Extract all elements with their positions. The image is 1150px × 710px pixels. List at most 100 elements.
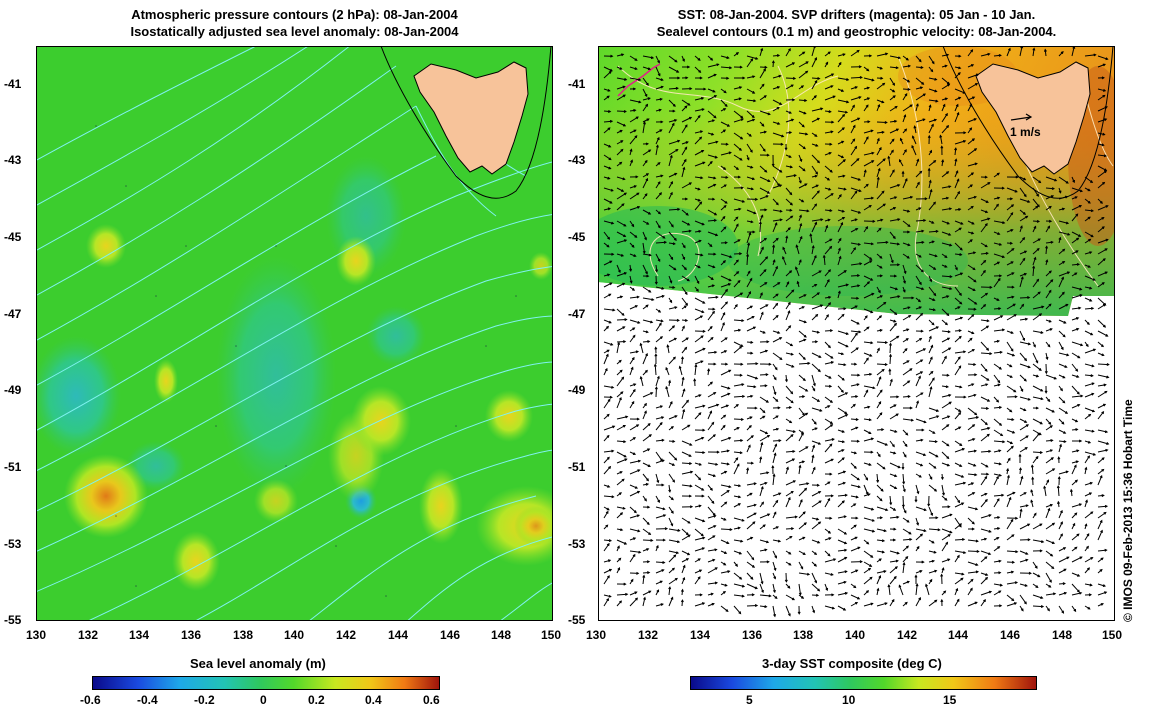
velocity-arrowhead — [703, 87, 707, 91]
velocity-arrowhead — [828, 269, 831, 273]
velocity-arrowhead — [702, 451, 706, 455]
velocity-arrow — [1006, 187, 1018, 193]
velocity-arrowhead — [698, 394, 702, 397]
velocity-arrowhead — [788, 325, 792, 329]
velocity-arrow — [993, 54, 1001, 57]
velocity-arrowhead — [844, 411, 848, 415]
velocity-arrow — [824, 443, 833, 453]
velocity-arrowhead — [694, 363, 698, 368]
velocity-arrow — [1084, 251, 1092, 255]
velocity-arrowhead — [882, 82, 886, 86]
velocity-arrowhead — [945, 53, 950, 57]
velocity-arrowhead — [829, 329, 834, 333]
velocity-arrow — [733, 118, 744, 123]
velocity-arrow — [967, 297, 977, 305]
velocity-arrow — [941, 451, 949, 459]
velocity-arrowhead — [985, 464, 989, 468]
velocity-arrow — [863, 197, 874, 200]
velocity-arrowhead — [957, 306, 961, 310]
velocity-arrowhead — [659, 192, 662, 196]
velocity-arrowhead — [816, 399, 821, 402]
velocity-arrowhead — [1080, 394, 1084, 398]
velocity-arrow — [1019, 374, 1027, 382]
velocity-arrowhead — [739, 373, 743, 377]
velocity-arrowhead — [829, 208, 833, 212]
velocity-arrow — [668, 173, 677, 178]
velocity-arrowhead — [972, 492, 976, 495]
velocity-arrow — [941, 356, 947, 365]
velocity-arrowhead — [867, 493, 871, 497]
velocity-arrowhead — [735, 563, 738, 567]
velocity-arrow — [655, 231, 665, 239]
velocity-arrowhead — [660, 120, 664, 124]
left-map-plot — [36, 46, 553, 621]
velocity-arrow — [772, 474, 775, 486]
velocity-arrowhead — [854, 536, 858, 540]
velocity-arrowhead — [771, 60, 775, 64]
velocity-arrowhead — [661, 438, 665, 442]
velocity-arrowhead — [754, 586, 758, 590]
velocity-arrow — [1084, 363, 1094, 367]
velocity-arrow — [824, 374, 832, 379]
velocity-arrowhead — [606, 542, 610, 547]
velocity-arrowhead — [870, 554, 874, 558]
velocity-arrowhead — [1009, 375, 1013, 378]
velocity-arrowhead — [1060, 521, 1063, 525]
lon-tick: 144 — [948, 628, 969, 642]
velocity-arrowhead — [1011, 598, 1015, 602]
velocity-arrowhead — [933, 293, 937, 297]
velocity-arrow — [967, 275, 977, 283]
velocity-arrowhead — [942, 103, 946, 107]
velocity-arrow — [694, 412, 702, 420]
velocity-arrowhead — [1047, 225, 1051, 229]
velocity-arrow — [720, 275, 732, 282]
velocity-arrow — [850, 117, 860, 123]
velocity-arrow — [759, 68, 766, 79]
velocity-arrowhead — [687, 552, 691, 556]
velocity-arrowhead — [700, 176, 704, 180]
velocity-arrowhead — [872, 386, 876, 390]
velocity-arrowhead — [891, 138, 895, 142]
velocity-arrowhead — [996, 399, 1000, 403]
velocity-arrow — [876, 147, 882, 156]
velocity-arrow — [642, 178, 648, 189]
velocity-arrowhead — [1048, 289, 1052, 293]
velocity-arrowhead — [616, 545, 620, 549]
velocity-arrow — [1071, 46, 1075, 57]
velocity-arrow — [876, 99, 884, 103]
velocity-arrowhead — [842, 53, 846, 57]
velocity-arrowhead — [607, 207, 611, 211]
velocity-arrow — [811, 500, 822, 508]
velocity-arrow — [967, 561, 978, 566]
velocity-arrow — [837, 581, 846, 585]
velocity-arrow — [798, 482, 809, 486]
velocity-arrowhead — [916, 545, 920, 549]
velocity-arrowhead — [686, 278, 690, 282]
velocity-arrow — [1032, 266, 1035, 277]
velocity-arrow — [902, 93, 908, 101]
velocity-arrow — [629, 77, 641, 81]
velocity-arrowhead — [716, 63, 720, 67]
lat-tick: -43 — [4, 153, 22, 167]
velocity-arrowhead — [685, 302, 689, 306]
velocity-arrow — [603, 539, 612, 542]
velocity-arrow — [837, 457, 845, 464]
velocity-arrow — [668, 119, 677, 123]
velocity-arrow — [850, 383, 859, 387]
velocity-arrowhead — [865, 226, 869, 230]
velocity-arrowhead — [864, 315, 868, 319]
velocity-arrowhead — [682, 256, 686, 261]
velocity-arrow — [798, 561, 804, 569]
velocity-arrowhead — [685, 76, 689, 80]
velocity-arrow — [1097, 330, 1108, 337]
velocity-arrowhead — [973, 195, 977, 199]
velocity-arrowhead — [960, 577, 964, 581]
velocity-arrow — [733, 605, 741, 614]
velocity-arrowhead — [831, 120, 835, 124]
velocity-arrowhead — [674, 457, 678, 461]
velocity-arrowhead — [959, 301, 963, 305]
velocity-arrowhead — [658, 108, 662, 112]
velocity-arrow — [850, 228, 858, 233]
velocity-arrow — [889, 169, 895, 178]
velocity-arrowhead — [724, 470, 728, 474]
